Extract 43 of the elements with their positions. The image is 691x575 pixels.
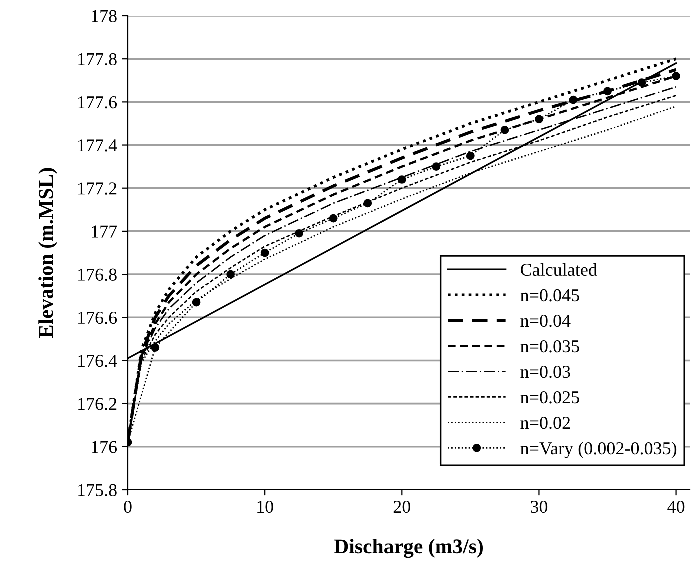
- x-tick-label: 10: [258, 500, 274, 514]
- x-axis-title: Discharge (m3/s): [334, 539, 484, 558]
- point: [638, 78, 646, 87]
- point: [672, 72, 680, 80]
- point: [604, 87, 612, 96]
- y-tick-label: 175.8: [78, 484, 117, 497]
- y-tick-label: 177: [92, 226, 118, 238]
- y-tick-label: 178: [92, 10, 117, 22]
- point: [295, 229, 304, 238]
- legend-label: n=Vary (0.002-0.035): [520, 442, 677, 458]
- y-tick-label: 176.4: [78, 355, 118, 368]
- x-tick-label: 40: [668, 500, 685, 514]
- y-axis-title: Elevation (m.MSL): [38, 168, 58, 338]
- point: [260, 248, 270, 258]
- point: [500, 126, 510, 134]
- y-tick-label: 177.6: [78, 96, 118, 109]
- legend-label: n=0.025: [520, 391, 580, 404]
- point: [329, 214, 338, 223]
- point: [398, 176, 406, 184]
- legend-label: n=0.04: [520, 314, 571, 328]
- legend-label: n=0.02: [520, 416, 570, 430]
- legend-label: Calculated: [521, 263, 598, 276]
- y-tick-label: 177.2: [78, 182, 117, 195]
- x-tick-label: 0: [124, 500, 132, 514]
- y-tick-label: 177.8: [78, 53, 117, 66]
- point: [151, 344, 160, 352]
- point: [364, 199, 372, 208]
- legend-label: n=0.03: [520, 366, 570, 378]
- point: [466, 152, 475, 160]
- point: [226, 270, 235, 279]
- point: [569, 96, 578, 104]
- y-tick-label: 177.4: [78, 140, 118, 152]
- point: [432, 162, 441, 171]
- y-tick-label: 176.8: [78, 268, 117, 282]
- legend-label: n=0.035: [520, 340, 580, 353]
- x-tick-label: 30: [531, 500, 548, 514]
- y-tick-label: 176: [92, 441, 118, 454]
- y-tick-label: 176.2: [78, 398, 117, 410]
- point: [192, 298, 201, 307]
- legend-label: n=0.045: [520, 289, 580, 302]
- y-tick-label: 176.6: [78, 312, 118, 324]
- point: [535, 115, 544, 124]
- x-tick-label: 20: [394, 500, 410, 514]
